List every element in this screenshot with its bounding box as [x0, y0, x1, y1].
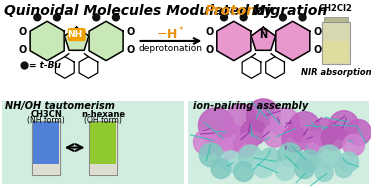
- Circle shape: [263, 124, 287, 147]
- Circle shape: [54, 14, 60, 21]
- Circle shape: [315, 164, 333, 181]
- Text: O: O: [19, 45, 27, 55]
- Circle shape: [211, 159, 231, 178]
- Circle shape: [278, 143, 302, 167]
- Text: O: O: [313, 45, 321, 55]
- Circle shape: [220, 14, 228, 21]
- Bar: [187, 101, 369, 184]
- Circle shape: [329, 111, 359, 140]
- Polygon shape: [89, 21, 123, 61]
- Bar: [33, 121, 59, 164]
- Circle shape: [240, 14, 247, 21]
- Bar: [33, 121, 60, 174]
- Circle shape: [220, 151, 242, 173]
- Circle shape: [289, 112, 320, 143]
- Polygon shape: [30, 21, 64, 61]
- Circle shape: [279, 14, 287, 21]
- Text: deprotonation: deprotonation: [139, 44, 203, 53]
- Circle shape: [194, 129, 219, 155]
- Bar: [90, 121, 117, 174]
- Circle shape: [295, 159, 314, 178]
- Circle shape: [215, 138, 237, 160]
- Circle shape: [225, 104, 256, 135]
- Polygon shape: [79, 57, 98, 78]
- Circle shape: [321, 124, 347, 150]
- Text: O: O: [205, 27, 213, 37]
- Circle shape: [259, 148, 281, 170]
- Text: ion-pairing assembly: ion-pairing assembly: [192, 101, 308, 111]
- Circle shape: [234, 133, 257, 157]
- Polygon shape: [251, 27, 276, 50]
- Text: Quinoidal Molecules Modulated by: Quinoidal Molecules Modulated by: [4, 4, 278, 18]
- Text: CH2Cl2: CH2Cl2: [319, 5, 353, 14]
- FancyBboxPatch shape: [68, 29, 85, 40]
- Circle shape: [113, 14, 119, 21]
- Polygon shape: [217, 21, 251, 61]
- Polygon shape: [266, 57, 284, 78]
- Text: O: O: [127, 27, 135, 37]
- Polygon shape: [56, 57, 74, 78]
- Text: N: N: [259, 30, 267, 40]
- Text: O: O: [313, 27, 321, 37]
- Circle shape: [310, 119, 338, 146]
- Circle shape: [275, 161, 295, 180]
- Text: (NH form): (NH form): [27, 116, 65, 125]
- Circle shape: [234, 162, 254, 181]
- Bar: [324, 17, 348, 22]
- Text: $-$H$^*$: $-$H$^*$: [156, 26, 186, 42]
- Circle shape: [343, 134, 364, 156]
- Bar: [90, 121, 116, 164]
- Circle shape: [335, 160, 353, 177]
- Text: O: O: [205, 45, 213, 55]
- Circle shape: [253, 156, 274, 177]
- Circle shape: [302, 131, 326, 155]
- Circle shape: [239, 145, 262, 169]
- Text: = t-Bu: = t-Bu: [29, 61, 61, 70]
- Circle shape: [200, 143, 223, 167]
- Text: (OH form): (OH form): [84, 116, 122, 125]
- Circle shape: [34, 14, 41, 21]
- Text: CH3CN: CH3CN: [30, 110, 62, 119]
- Polygon shape: [65, 27, 89, 50]
- Text: Proton: Proton: [204, 4, 256, 18]
- Bar: [322, 22, 350, 64]
- Circle shape: [317, 145, 341, 169]
- Circle shape: [346, 120, 371, 145]
- Text: O: O: [127, 45, 135, 55]
- Circle shape: [217, 124, 245, 151]
- Text: NH: NH: [68, 30, 83, 39]
- Bar: [33, 164, 59, 174]
- Circle shape: [93, 14, 100, 21]
- Bar: [90, 164, 116, 174]
- Circle shape: [21, 62, 28, 69]
- Polygon shape: [276, 21, 310, 61]
- Text: Migration: Migration: [246, 4, 327, 18]
- Circle shape: [246, 99, 280, 132]
- Circle shape: [241, 120, 266, 145]
- Circle shape: [270, 108, 300, 137]
- Circle shape: [339, 152, 359, 172]
- Text: NH/OH tautomerism: NH/OH tautomerism: [5, 101, 115, 111]
- Bar: [2, 101, 184, 184]
- Circle shape: [198, 108, 234, 143]
- Circle shape: [282, 126, 307, 152]
- Bar: [323, 41, 349, 63]
- Polygon shape: [242, 57, 261, 78]
- Circle shape: [299, 14, 306, 21]
- Text: n-hexane: n-hexane: [81, 110, 125, 119]
- Text: NIR absorption: NIR absorption: [301, 68, 371, 77]
- Text: O: O: [19, 27, 27, 37]
- Circle shape: [299, 150, 320, 172]
